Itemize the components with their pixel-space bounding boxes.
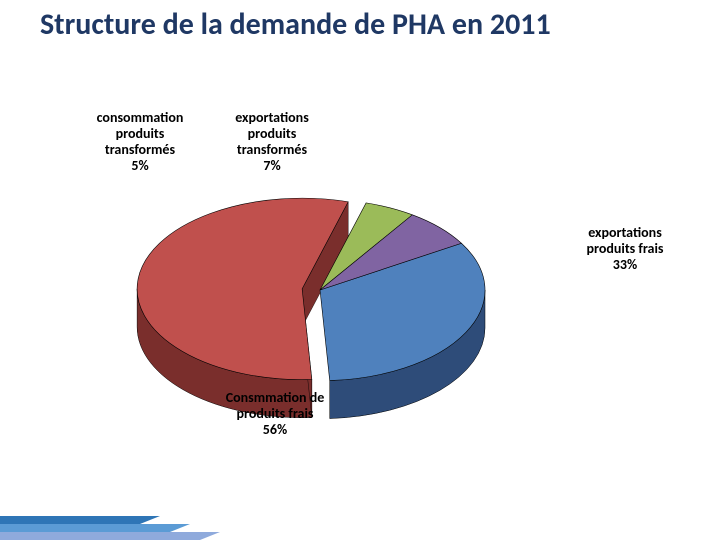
pie-chart: exportationsproduits frais33% Consmmatio…: [0, 90, 720, 520]
label-export-transf: exportationsproduitstransformés7%: [212, 110, 332, 174]
page-title: Structure de la demande de PHA en 2011: [40, 8, 551, 41]
label-export-frais: exportationsproduits frais33%: [560, 225, 690, 273]
label-cons-frais: Consmmation deproduits frais56%: [195, 390, 355, 438]
label-cons-transf: consommationproduitstransformés5%: [80, 110, 200, 174]
accent-stripes: [0, 510, 220, 540]
